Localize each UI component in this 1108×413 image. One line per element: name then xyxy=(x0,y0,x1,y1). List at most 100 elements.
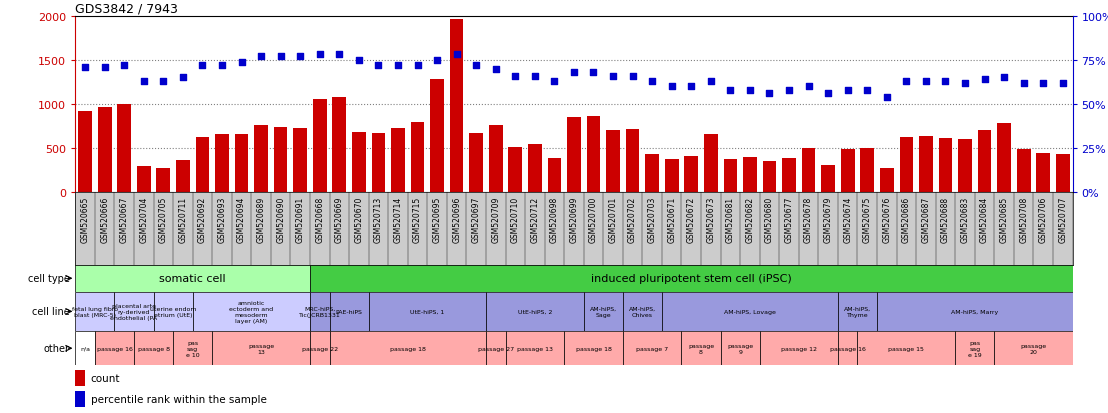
Bar xyxy=(704,135,718,193)
Text: AM-hiPS,
Thyme: AM-hiPS, Thyme xyxy=(844,306,871,317)
Bar xyxy=(724,159,737,193)
Bar xyxy=(1036,153,1050,193)
Text: GSM520693: GSM520693 xyxy=(217,197,226,243)
Bar xyxy=(310,292,329,331)
Bar xyxy=(332,97,346,193)
Bar xyxy=(760,331,838,366)
Text: GSM520699: GSM520699 xyxy=(570,197,578,243)
Text: passage 27: passage 27 xyxy=(478,346,514,351)
Bar xyxy=(235,135,248,193)
Text: GSM520710: GSM520710 xyxy=(511,197,520,242)
Bar xyxy=(900,137,913,193)
Bar xyxy=(606,131,619,193)
Bar xyxy=(137,166,151,193)
Text: passage
20: passage 20 xyxy=(1020,343,1046,354)
Text: GSM520692: GSM520692 xyxy=(198,197,207,242)
Bar xyxy=(880,168,894,193)
Text: passage 7: passage 7 xyxy=(636,346,668,351)
Point xyxy=(1015,80,1033,87)
Point xyxy=(976,77,994,83)
Text: passage 18: passage 18 xyxy=(575,346,612,351)
Bar xyxy=(75,331,95,366)
Point xyxy=(936,78,954,85)
Point xyxy=(291,54,309,60)
Text: GSM520666: GSM520666 xyxy=(100,197,110,243)
Bar xyxy=(720,331,760,366)
Point xyxy=(859,87,876,94)
Bar xyxy=(75,391,85,407)
Text: GSM520703: GSM520703 xyxy=(648,197,657,243)
Text: GSM520708: GSM520708 xyxy=(1019,197,1028,242)
Bar xyxy=(98,108,112,193)
Text: GSM520691: GSM520691 xyxy=(296,197,305,242)
Text: GSM520688: GSM520688 xyxy=(941,197,950,242)
Point xyxy=(448,52,465,59)
Text: GSM520690: GSM520690 xyxy=(276,197,285,243)
Bar xyxy=(411,122,424,193)
Bar xyxy=(529,145,542,193)
Bar xyxy=(215,135,229,193)
Bar xyxy=(802,149,815,193)
Bar xyxy=(567,118,581,193)
Text: AM-hiPS, Lovage: AM-hiPS, Lovage xyxy=(724,309,776,314)
Bar xyxy=(329,292,369,331)
Text: MRC-hiPS,
Tic(JCRB1331: MRC-hiPS, Tic(JCRB1331 xyxy=(299,306,340,317)
Text: GSM520701: GSM520701 xyxy=(608,197,617,242)
Bar xyxy=(196,137,209,193)
Bar xyxy=(858,331,955,366)
Point xyxy=(135,78,153,85)
Text: n/a: n/a xyxy=(80,346,90,351)
Bar xyxy=(838,331,858,366)
Text: GSM520668: GSM520668 xyxy=(316,197,325,242)
Text: GSM520707: GSM520707 xyxy=(1058,197,1067,243)
Text: passage
8: passage 8 xyxy=(688,343,714,354)
Bar xyxy=(450,20,463,193)
Point xyxy=(350,57,368,64)
Text: GSM520702: GSM520702 xyxy=(628,197,637,242)
Point xyxy=(760,91,778,97)
Bar xyxy=(1056,155,1069,193)
Point xyxy=(311,52,329,59)
Point xyxy=(271,54,289,60)
Text: GSM520683: GSM520683 xyxy=(961,197,970,242)
Bar xyxy=(79,112,92,193)
Bar xyxy=(213,331,310,366)
Text: GSM520684: GSM520684 xyxy=(981,197,989,242)
Point xyxy=(819,91,837,97)
Text: somatic cell: somatic cell xyxy=(160,273,226,284)
Bar xyxy=(430,80,444,193)
Bar xyxy=(312,100,327,193)
Bar xyxy=(173,331,213,366)
Bar xyxy=(838,292,878,331)
Text: GSM520669: GSM520669 xyxy=(335,197,343,243)
Text: PAE-hiPS: PAE-hiPS xyxy=(336,309,362,314)
Text: GSM520674: GSM520674 xyxy=(843,197,852,243)
Text: other: other xyxy=(44,343,70,354)
Text: GSM520687: GSM520687 xyxy=(922,197,931,242)
Bar xyxy=(352,133,366,193)
Text: passage
13: passage 13 xyxy=(248,343,274,354)
Text: count: count xyxy=(91,373,121,383)
Text: AM-hiPS, Marry: AM-hiPS, Marry xyxy=(951,309,998,314)
Text: passage 18: passage 18 xyxy=(390,346,425,351)
Text: GSM520667: GSM520667 xyxy=(120,197,129,243)
Bar xyxy=(329,331,486,366)
Text: percentile rank within the sample: percentile rank within the sample xyxy=(91,394,267,404)
Bar xyxy=(564,331,623,366)
Point xyxy=(506,73,524,80)
Bar xyxy=(623,292,661,331)
Text: GSM520673: GSM520673 xyxy=(706,197,716,243)
Text: GSM520695: GSM520695 xyxy=(432,197,442,243)
Text: GSM520711: GSM520711 xyxy=(178,197,187,242)
Text: GSM520697: GSM520697 xyxy=(472,197,481,243)
Bar xyxy=(626,129,639,193)
Bar xyxy=(310,265,1073,292)
Point xyxy=(995,75,1013,81)
Text: AM-hiPS,
Chives: AM-hiPS, Chives xyxy=(629,306,656,317)
Bar xyxy=(841,150,854,193)
Bar xyxy=(75,265,310,292)
Bar xyxy=(977,130,992,193)
Text: GSM520715: GSM520715 xyxy=(413,197,422,242)
Text: GSM520682: GSM520682 xyxy=(746,197,755,242)
Point xyxy=(1054,80,1071,87)
